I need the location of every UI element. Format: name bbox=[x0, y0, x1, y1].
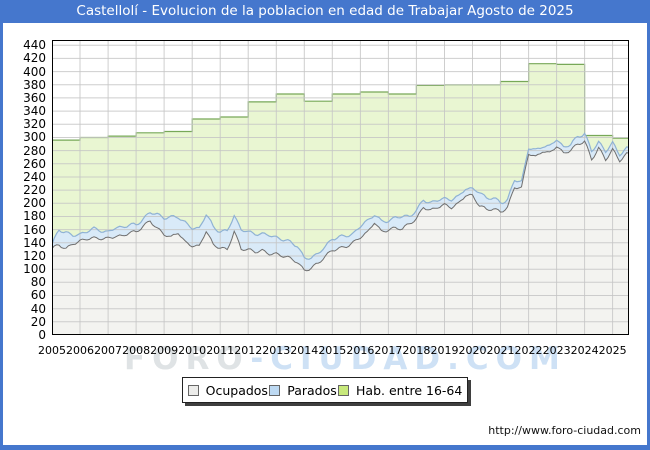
x-axis-tick-label: 2011 bbox=[206, 344, 235, 357]
y-axis-tick-label: 100 bbox=[23, 262, 46, 277]
title-bar: Castellolí - Evolucion de la poblacion e… bbox=[0, 0, 650, 23]
x-axis-tick-label: 2019 bbox=[430, 344, 459, 357]
x-axis-tick-label: 2007 bbox=[94, 344, 123, 357]
y-axis-tick-label: 380 bbox=[23, 77, 46, 92]
y-axis-tick-label: 400 bbox=[23, 64, 46, 79]
frame-border-bottom bbox=[0, 445, 650, 450]
y-axis-tick-label: 240 bbox=[23, 169, 46, 184]
x-axis-tick-label: 2023 bbox=[542, 344, 571, 357]
y-axis-tick-label: 260 bbox=[23, 156, 46, 171]
x-axis-tick-label: 2016 bbox=[346, 344, 375, 357]
x-axis-tick-label: 2021 bbox=[486, 344, 515, 357]
y-axis-tick-label: 200 bbox=[23, 196, 46, 211]
y-axis-tick-label: 440 bbox=[23, 38, 46, 53]
y-axis-tick-label: 320 bbox=[23, 117, 46, 132]
y-axis-tick-label: 340 bbox=[23, 104, 46, 119]
y-axis-tick-label: 220 bbox=[23, 183, 46, 198]
frame-border-left bbox=[0, 0, 3, 450]
x-axis-tick-label: 2005 bbox=[38, 344, 66, 357]
y-axis-tick-label: 0 bbox=[38, 328, 46, 342]
legend-item-parados[interactable]: Parados bbox=[269, 383, 337, 398]
x-axis-tick-label: 2017 bbox=[374, 344, 403, 357]
legend-item-ocupados[interactable]: Ocupados bbox=[187, 382, 268, 398]
x-axis-tick-label: 2008 bbox=[122, 344, 151, 357]
x-axis-tick-label: 2010 bbox=[178, 344, 207, 357]
y-axis-tick-label: 60 bbox=[30, 288, 46, 303]
x-axis-tick-label: 2025 bbox=[598, 344, 627, 357]
x-axis-tick-label: 2020 bbox=[458, 344, 487, 357]
legend-label-hab: Hab. entre 16-64 bbox=[356, 382, 463, 398]
x-axis-tick-label: 2006 bbox=[66, 344, 95, 357]
chart-plot bbox=[51, 40, 630, 335]
legend-label-ocupados: Ocupados bbox=[205, 382, 268, 398]
y-axis-tick-label: 120 bbox=[23, 248, 46, 263]
y-axis-tick-label: 40 bbox=[30, 301, 46, 316]
legend-item-hab[interactable]: Hab. entre 16-64 bbox=[338, 383, 462, 398]
y-axis-tick-label: 140 bbox=[23, 235, 46, 250]
x-axis-tick-label: 2022 bbox=[514, 344, 543, 357]
y-axis-tick-label: 180 bbox=[23, 209, 46, 224]
y-axis-tick-label: 20 bbox=[30, 314, 46, 329]
x-axis-tick-label: 2014 bbox=[290, 344, 319, 357]
legend-label-parados: Parados bbox=[287, 382, 337, 398]
x-axis-tick-label: 2009 bbox=[150, 344, 179, 357]
x-axis-tick-label: 2024 bbox=[570, 344, 599, 357]
ocupados-swatch-icon[interactable] bbox=[187, 384, 199, 396]
x-axis-tick-label: 2013 bbox=[262, 344, 291, 357]
y-axis-tick-label: 420 bbox=[23, 51, 46, 66]
x-axis-tick-label: 2015 bbox=[318, 344, 347, 357]
parados-swatch-icon[interactable] bbox=[269, 384, 281, 396]
y-axis-tick-label: 160 bbox=[23, 222, 46, 237]
x-axis-tick-label: 2012 bbox=[234, 344, 263, 357]
hab-swatch-icon[interactable] bbox=[338, 384, 350, 396]
legend: Ocupados Parados Hab. entre 16-64 bbox=[182, 377, 468, 403]
y-axis-tick-label: 300 bbox=[23, 130, 46, 145]
y-axis-tick-label: 80 bbox=[30, 275, 46, 290]
y-axis-tick-label: 360 bbox=[23, 90, 46, 105]
footer-url[interactable]: http://www.foro-ciudad.com bbox=[488, 424, 641, 437]
x-axis-tick-label: 2018 bbox=[402, 344, 431, 357]
y-axis-tick-label: 280 bbox=[23, 143, 46, 158]
frame-border-right bbox=[647, 0, 650, 450]
page-title: Castellolí - Evolucion de la poblacion e… bbox=[76, 3, 574, 19]
